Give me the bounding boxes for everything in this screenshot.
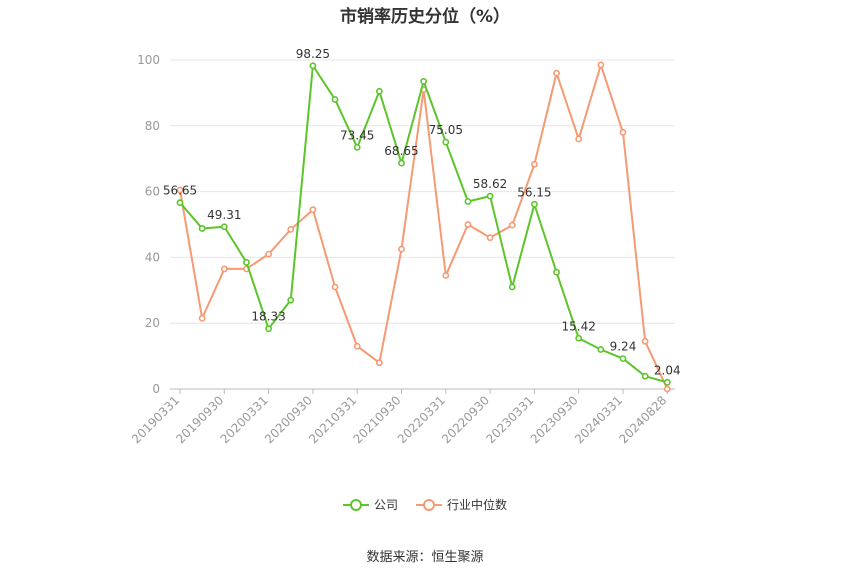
data-point	[309, 206, 317, 214]
data-point	[331, 283, 339, 291]
y-tick-label: 0	[152, 382, 160, 396]
data-point	[398, 245, 405, 253]
data-point	[220, 265, 228, 273]
data-label: 56.15	[517, 185, 551, 199]
legend-label-company: 公司	[373, 498, 398, 512]
data-label: 56.65	[163, 184, 197, 198]
data-point	[486, 234, 494, 242]
data-label: 75.05	[429, 123, 463, 137]
data-label: 68.65	[384, 144, 418, 158]
data-point	[420, 77, 428, 85]
data-point	[375, 87, 383, 95]
data-point	[176, 186, 184, 194]
data-point	[663, 378, 671, 386]
data-point	[265, 325, 272, 333]
series-line-1	[179, 63, 669, 390]
data-point	[575, 135, 583, 143]
data-point	[309, 62, 317, 70]
chart-title: 市销率历史分位（%）	[339, 7, 511, 27]
data-point	[597, 61, 605, 69]
data-label: 9.24	[610, 340, 637, 354]
data-point	[619, 128, 627, 136]
data-point	[353, 342, 361, 350]
data-point	[619, 355, 627, 363]
data-label: 58.62	[473, 177, 507, 191]
data-point	[553, 69, 560, 77]
legend-item-company[interactable]: 公司	[342, 496, 398, 513]
data-point	[265, 250, 272, 258]
data-source: 数据来源：恒生聚源	[366, 550, 484, 565]
data-point	[641, 337, 649, 345]
data-point	[198, 314, 206, 322]
y-tick-label: 60	[145, 185, 160, 199]
data-point	[198, 225, 206, 232]
data-point	[287, 226, 295, 233]
data-point	[663, 385, 671, 393]
data-label: 2.04	[654, 363, 681, 377]
data-point	[398, 159, 405, 167]
data-label: 73.45	[340, 128, 374, 142]
y-tick-label: 20	[145, 316, 160, 330]
legend-industry-icon	[416, 498, 442, 511]
data-point	[508, 221, 516, 229]
legend-item-industry-median[interactable]: 行业中位数	[416, 496, 507, 513]
data-point	[220, 223, 228, 231]
data-label: 15.42	[562, 319, 596, 333]
data-point	[442, 272, 450, 279]
legend: 公司 行业中位数	[0, 496, 850, 513]
data-point	[597, 346, 605, 353]
y-tick-label: 100	[137, 53, 160, 67]
x-tick-label: 20240828	[616, 393, 669, 446]
data-point	[464, 221, 472, 228]
data-point	[575, 334, 583, 342]
legend-company-icon	[342, 498, 369, 511]
data-point	[442, 138, 450, 146]
data-point	[553, 268, 560, 276]
y-tick-label: 80	[145, 119, 160, 133]
data-point	[530, 200, 538, 208]
data-point	[530, 160, 538, 168]
y-tick-label: 40	[145, 250, 160, 264]
data-point	[243, 258, 250, 266]
data-point	[331, 96, 339, 103]
data-label: 98.25	[296, 47, 330, 61]
data-point	[353, 143, 361, 151]
data-point	[641, 372, 649, 380]
data-point	[486, 192, 494, 200]
series-line-0	[179, 64, 668, 384]
data-label: 18.33	[251, 310, 285, 324]
data-point	[176, 199, 184, 207]
data-point	[287, 296, 295, 304]
legend-label-industry-median: 行业中位数	[447, 498, 508, 512]
data-point	[464, 198, 472, 205]
data-point	[508, 283, 516, 291]
data-label: 49.31	[207, 208, 241, 222]
data-point	[375, 359, 383, 367]
